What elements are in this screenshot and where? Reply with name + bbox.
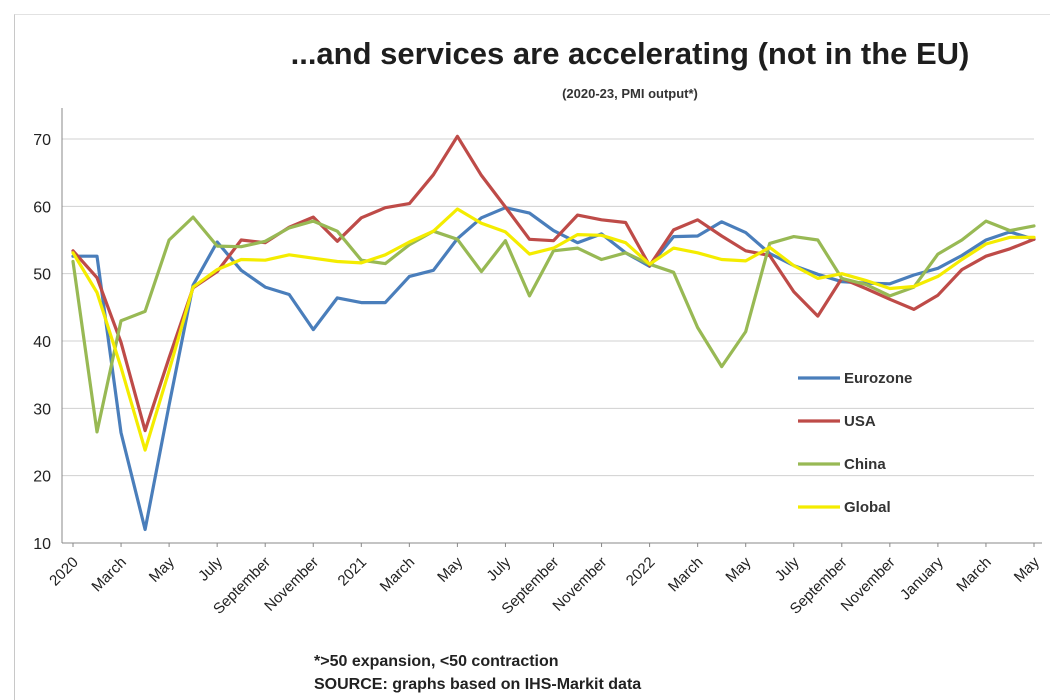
- y-tick-label: 40: [33, 334, 51, 351]
- x-tick-label: July: [195, 553, 226, 584]
- x-tick-label: March: [88, 554, 129, 595]
- chart-subtitle: (2020-23, PMI output*): [562, 86, 698, 101]
- series-line-eurozone: [71, 206, 1036, 532]
- y-tick-label: 30: [33, 401, 51, 418]
- x-tick-label: March: [953, 554, 994, 595]
- legend-label-eurozone: Eurozone: [844, 370, 912, 387]
- footnote: *>50 expansion, <50 contraction: [314, 653, 559, 670]
- series-line-global: [71, 207, 1036, 452]
- x-tick-label: July: [483, 553, 514, 584]
- x-tick-label: 2020: [46, 554, 82, 590]
- legend-label-global: Global: [844, 499, 891, 516]
- x-tick-label: March: [377, 554, 418, 595]
- series-line-usa: [71, 134, 1036, 433]
- x-tick-label: May: [434, 553, 466, 585]
- x-tick-label: July: [772, 553, 803, 584]
- x-tick-label: May: [146, 553, 178, 585]
- x-tick-label: May: [1011, 553, 1043, 585]
- y-tick-label: 10: [33, 536, 51, 553]
- x-tick-label: May: [722, 553, 754, 585]
- source-note: SOURCE: graphs based on IHS-Markit data: [314, 676, 642, 693]
- y-tick-label: 50: [33, 267, 51, 284]
- chart-title: ...and services are accelerating (not in…: [290, 36, 970, 71]
- x-tick-label: March: [665, 554, 706, 595]
- series-line-china: [71, 215, 1036, 434]
- x-tick-label: January: [897, 553, 947, 603]
- y-tick-label: 20: [33, 469, 51, 486]
- x-tick-label: 2021: [335, 554, 371, 590]
- legend-label-china: China: [844, 456, 886, 473]
- y-tick-label: 60: [33, 199, 51, 216]
- chart-frame: [14, 14, 1050, 700]
- x-tick-label: 2022: [623, 554, 659, 590]
- legend-label-usa: USA: [844, 413, 876, 430]
- y-tick-label: 70: [33, 132, 51, 149]
